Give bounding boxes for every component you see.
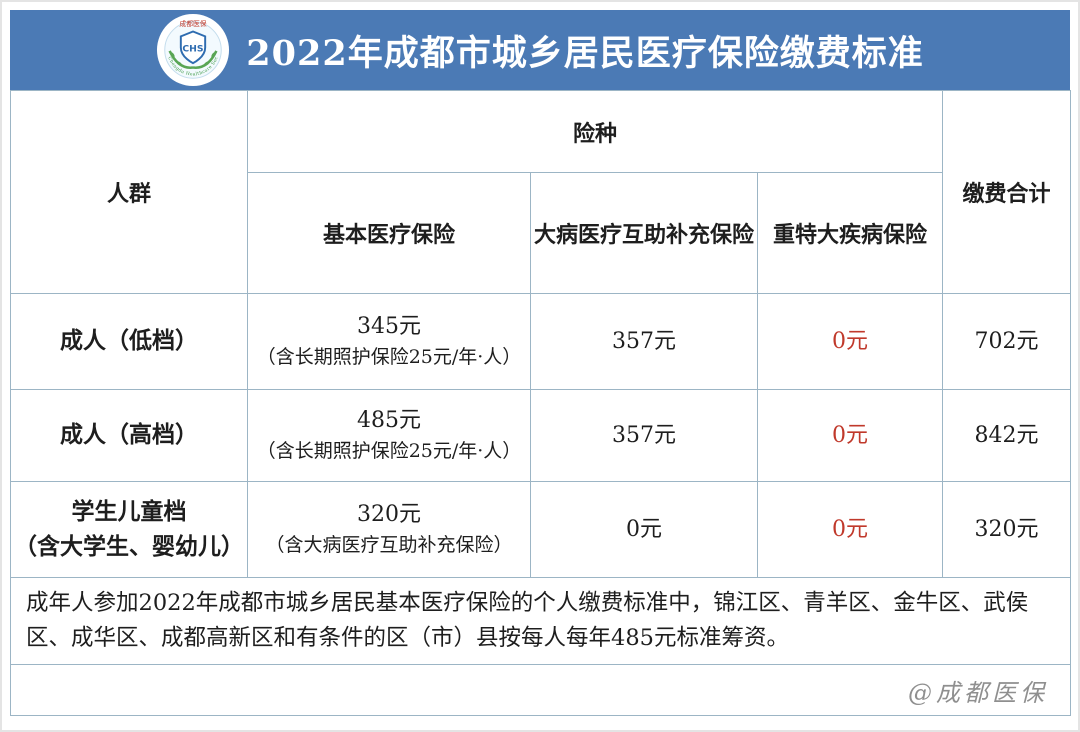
banner-title: 2022年成都市城乡居民医疗保险缴费标准 xyxy=(246,32,924,74)
group-note: （含大学生、婴幼儿） xyxy=(14,532,244,560)
group-label: 成人（低档） xyxy=(60,327,198,355)
basic-value: 485元 xyxy=(357,408,421,434)
table-row-students-children: 学生儿童档 （含大学生、婴幼儿） 320元 （含大病医疗互助补充保险） 0元 0… xyxy=(10,481,1072,578)
cell-mutual: 0元 xyxy=(530,481,758,578)
cell-mutual: 357元 xyxy=(530,293,758,390)
cell-serious: 0元 xyxy=(756,389,944,482)
header-banner: Chengdu Healthcare Security Administrati… xyxy=(10,10,1070,90)
header-insurance-type: 险种 xyxy=(246,90,944,173)
logo-top-text: 成都医保 xyxy=(180,19,207,28)
header-row-subcolumns: 基本医疗保险 大病医疗互助补充保险 重特大疾病保险 xyxy=(11,172,1071,294)
footnote-row: 成年人参加2022年成都市城乡居民基本医疗保险的个人缴费标准中，锦江区、青羊区、… xyxy=(9,577,1072,665)
logo-center-text: CHS xyxy=(183,43,204,54)
header-serious-disease-insurance: 重特大疾病保险 xyxy=(756,172,944,294)
basic-note: （含长期照护保险25元/年·人） xyxy=(256,440,522,463)
cell-group: 成人（高档） xyxy=(10,389,248,482)
cell-total: 702元 xyxy=(942,293,1072,390)
cell-basic: 485元 （含长期照护保险25元/年·人） xyxy=(247,389,531,482)
cell-basic: 345元 （含长期照护保险25元/年·人） xyxy=(247,293,531,390)
basic-note: （含长期照护保险25元/年·人） xyxy=(256,346,522,369)
basic-value: 320元 xyxy=(357,502,421,528)
cell-serious: 0元 xyxy=(756,481,944,578)
header-population: 人群 xyxy=(10,90,248,294)
basic-note: （含大病医疗互助补充保险） xyxy=(265,534,513,557)
footnote-cell: 成年人参加2022年成都市城乡居民基本医疗保险的个人缴费标准中，锦江区、青羊区、… xyxy=(9,577,1072,665)
cell-mutual: 357元 xyxy=(530,389,758,482)
cell-serious: 0元 xyxy=(756,293,944,390)
cell-basic: 320元 （含大病医疗互助补充保险） xyxy=(247,481,531,578)
group-label: 成人（高档） xyxy=(60,421,198,449)
cell-total: 842元 xyxy=(942,389,1072,482)
watermark-row: @成都医保 xyxy=(9,664,1072,716)
header-row-insurance: 人群 险种 缴费合计 xyxy=(10,90,1072,294)
cell-total: 320元 xyxy=(942,481,1072,578)
chs-logo-icon: Chengdu Healthcare Security Administrati… xyxy=(156,13,230,87)
header-basic-insurance: 基本医疗保险 xyxy=(247,172,531,294)
basic-value: 345元 xyxy=(357,314,421,340)
fee-standard-table: 人群 险种 缴费合计 基本医疗保险 大病医疗互助补充保险 重特大疾病保险 成人（… xyxy=(9,90,1072,716)
watermark-cell: @成都医保 xyxy=(9,664,1072,716)
cell-group: 学生儿童档 （含大学生、婴幼儿） xyxy=(10,481,248,578)
table-row-adult-high: 成人（高档） 485元 （含长期照护保险25元/年·人） 357元 0元 842… xyxy=(10,389,1072,482)
group-label: 学生儿童档 xyxy=(71,498,187,525)
header-total: 缴费合计 xyxy=(942,90,1072,294)
page: Chengdu Healthcare Security Administrati… xyxy=(9,10,1072,716)
header-mutual-supplement-insurance: 大病医疗互助补充保险 xyxy=(530,172,758,294)
table-row-adult-low: 成人（低档） 345元 （含长期照护保险25元/年·人） 357元 0元 702… xyxy=(10,293,1072,390)
cell-group: 成人（低档） xyxy=(10,293,248,390)
watermark-text: @成都医保 xyxy=(908,678,1049,707)
footnote-text: 成年人参加2022年成都市城乡居民基本医疗保险的个人缴费标准中，锦江区、青羊区、… xyxy=(26,590,1029,651)
